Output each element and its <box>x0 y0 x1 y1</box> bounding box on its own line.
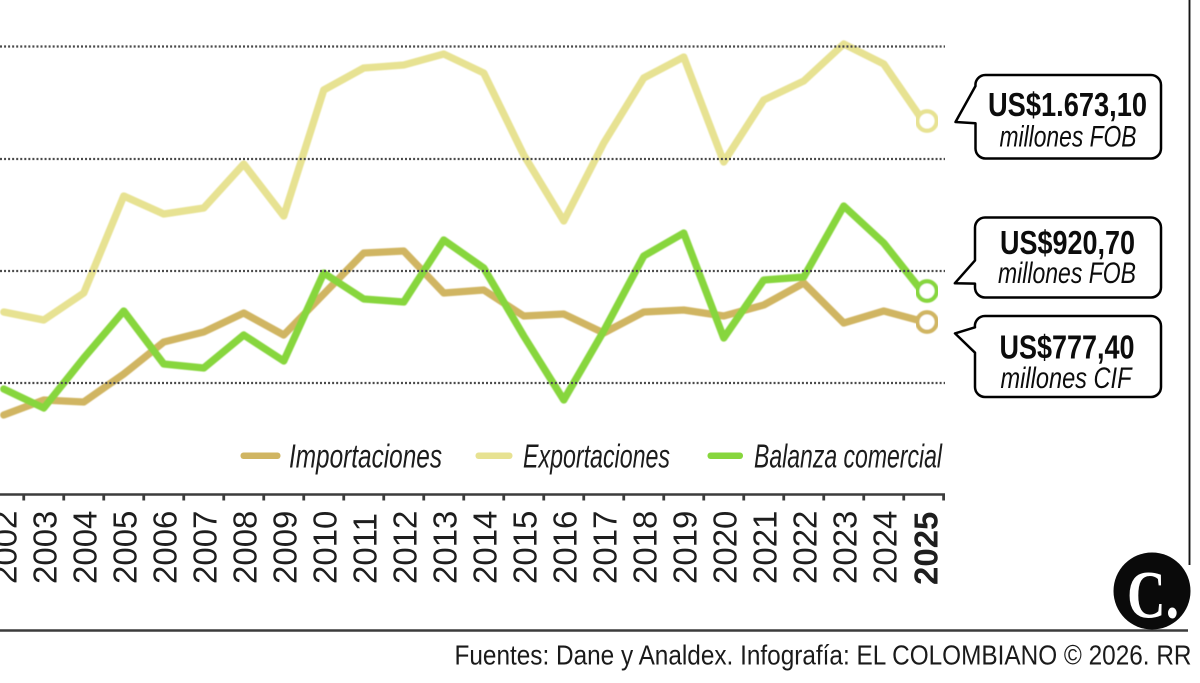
svg-text:2003: 2003 <box>26 511 63 584</box>
svg-text:2013: 2013 <box>426 511 463 584</box>
svg-text:Balanza comercial: Balanza comercial <box>754 438 943 475</box>
svg-text:Importaciones: Importaciones <box>289 438 442 475</box>
svg-text:2004: 2004 <box>66 511 103 584</box>
svg-text:C.: C. <box>1127 557 1179 633</box>
svg-text:2009: 2009 <box>266 511 303 584</box>
svg-text:2022: 2022 <box>786 511 823 584</box>
svg-text:millones FOB: millones FOB <box>998 257 1136 290</box>
svg-text:2007: 2007 <box>186 511 223 584</box>
svg-text:2023: 2023 <box>826 511 863 584</box>
svg-text:2025: 2025 <box>907 512 944 585</box>
svg-text:2002: 2002 <box>0 511 23 584</box>
svg-text:2018: 2018 <box>626 511 663 584</box>
svg-text:Exportaciones: Exportaciones <box>523 438 670 475</box>
svg-text:Fuentes: Dane y Analdex. Infog: Fuentes: Dane y Analdex. Infografía: EL … <box>455 640 1192 671</box>
svg-text:2017: 2017 <box>586 511 623 584</box>
svg-text:2011: 2011 <box>346 513 383 584</box>
svg-text:millones CIF: millones CIF <box>1001 362 1134 395</box>
svg-text:2015: 2015 <box>506 511 543 584</box>
svg-text:2024: 2024 <box>866 511 903 584</box>
svg-text:2016: 2016 <box>546 511 583 584</box>
svg-text:2010: 2010 <box>306 511 343 584</box>
svg-text:2020: 2020 <box>706 511 743 584</box>
svg-text:2014: 2014 <box>466 511 503 584</box>
svg-text:US$920,70: US$920,70 <box>1000 224 1135 261</box>
svg-text:2005: 2005 <box>106 511 143 584</box>
svg-text:US$1.673,10: US$1.673,10 <box>988 86 1147 123</box>
svg-text:2012: 2012 <box>386 511 423 584</box>
svg-text:2021: 2021 <box>746 511 783 584</box>
svg-text:millones FOB: millones FOB <box>1000 121 1137 154</box>
svg-text:2006: 2006 <box>146 511 183 584</box>
svg-text:US$777,40: US$777,40 <box>1000 329 1135 366</box>
svg-text:2019: 2019 <box>666 511 703 584</box>
svg-text:2008: 2008 <box>226 511 263 584</box>
